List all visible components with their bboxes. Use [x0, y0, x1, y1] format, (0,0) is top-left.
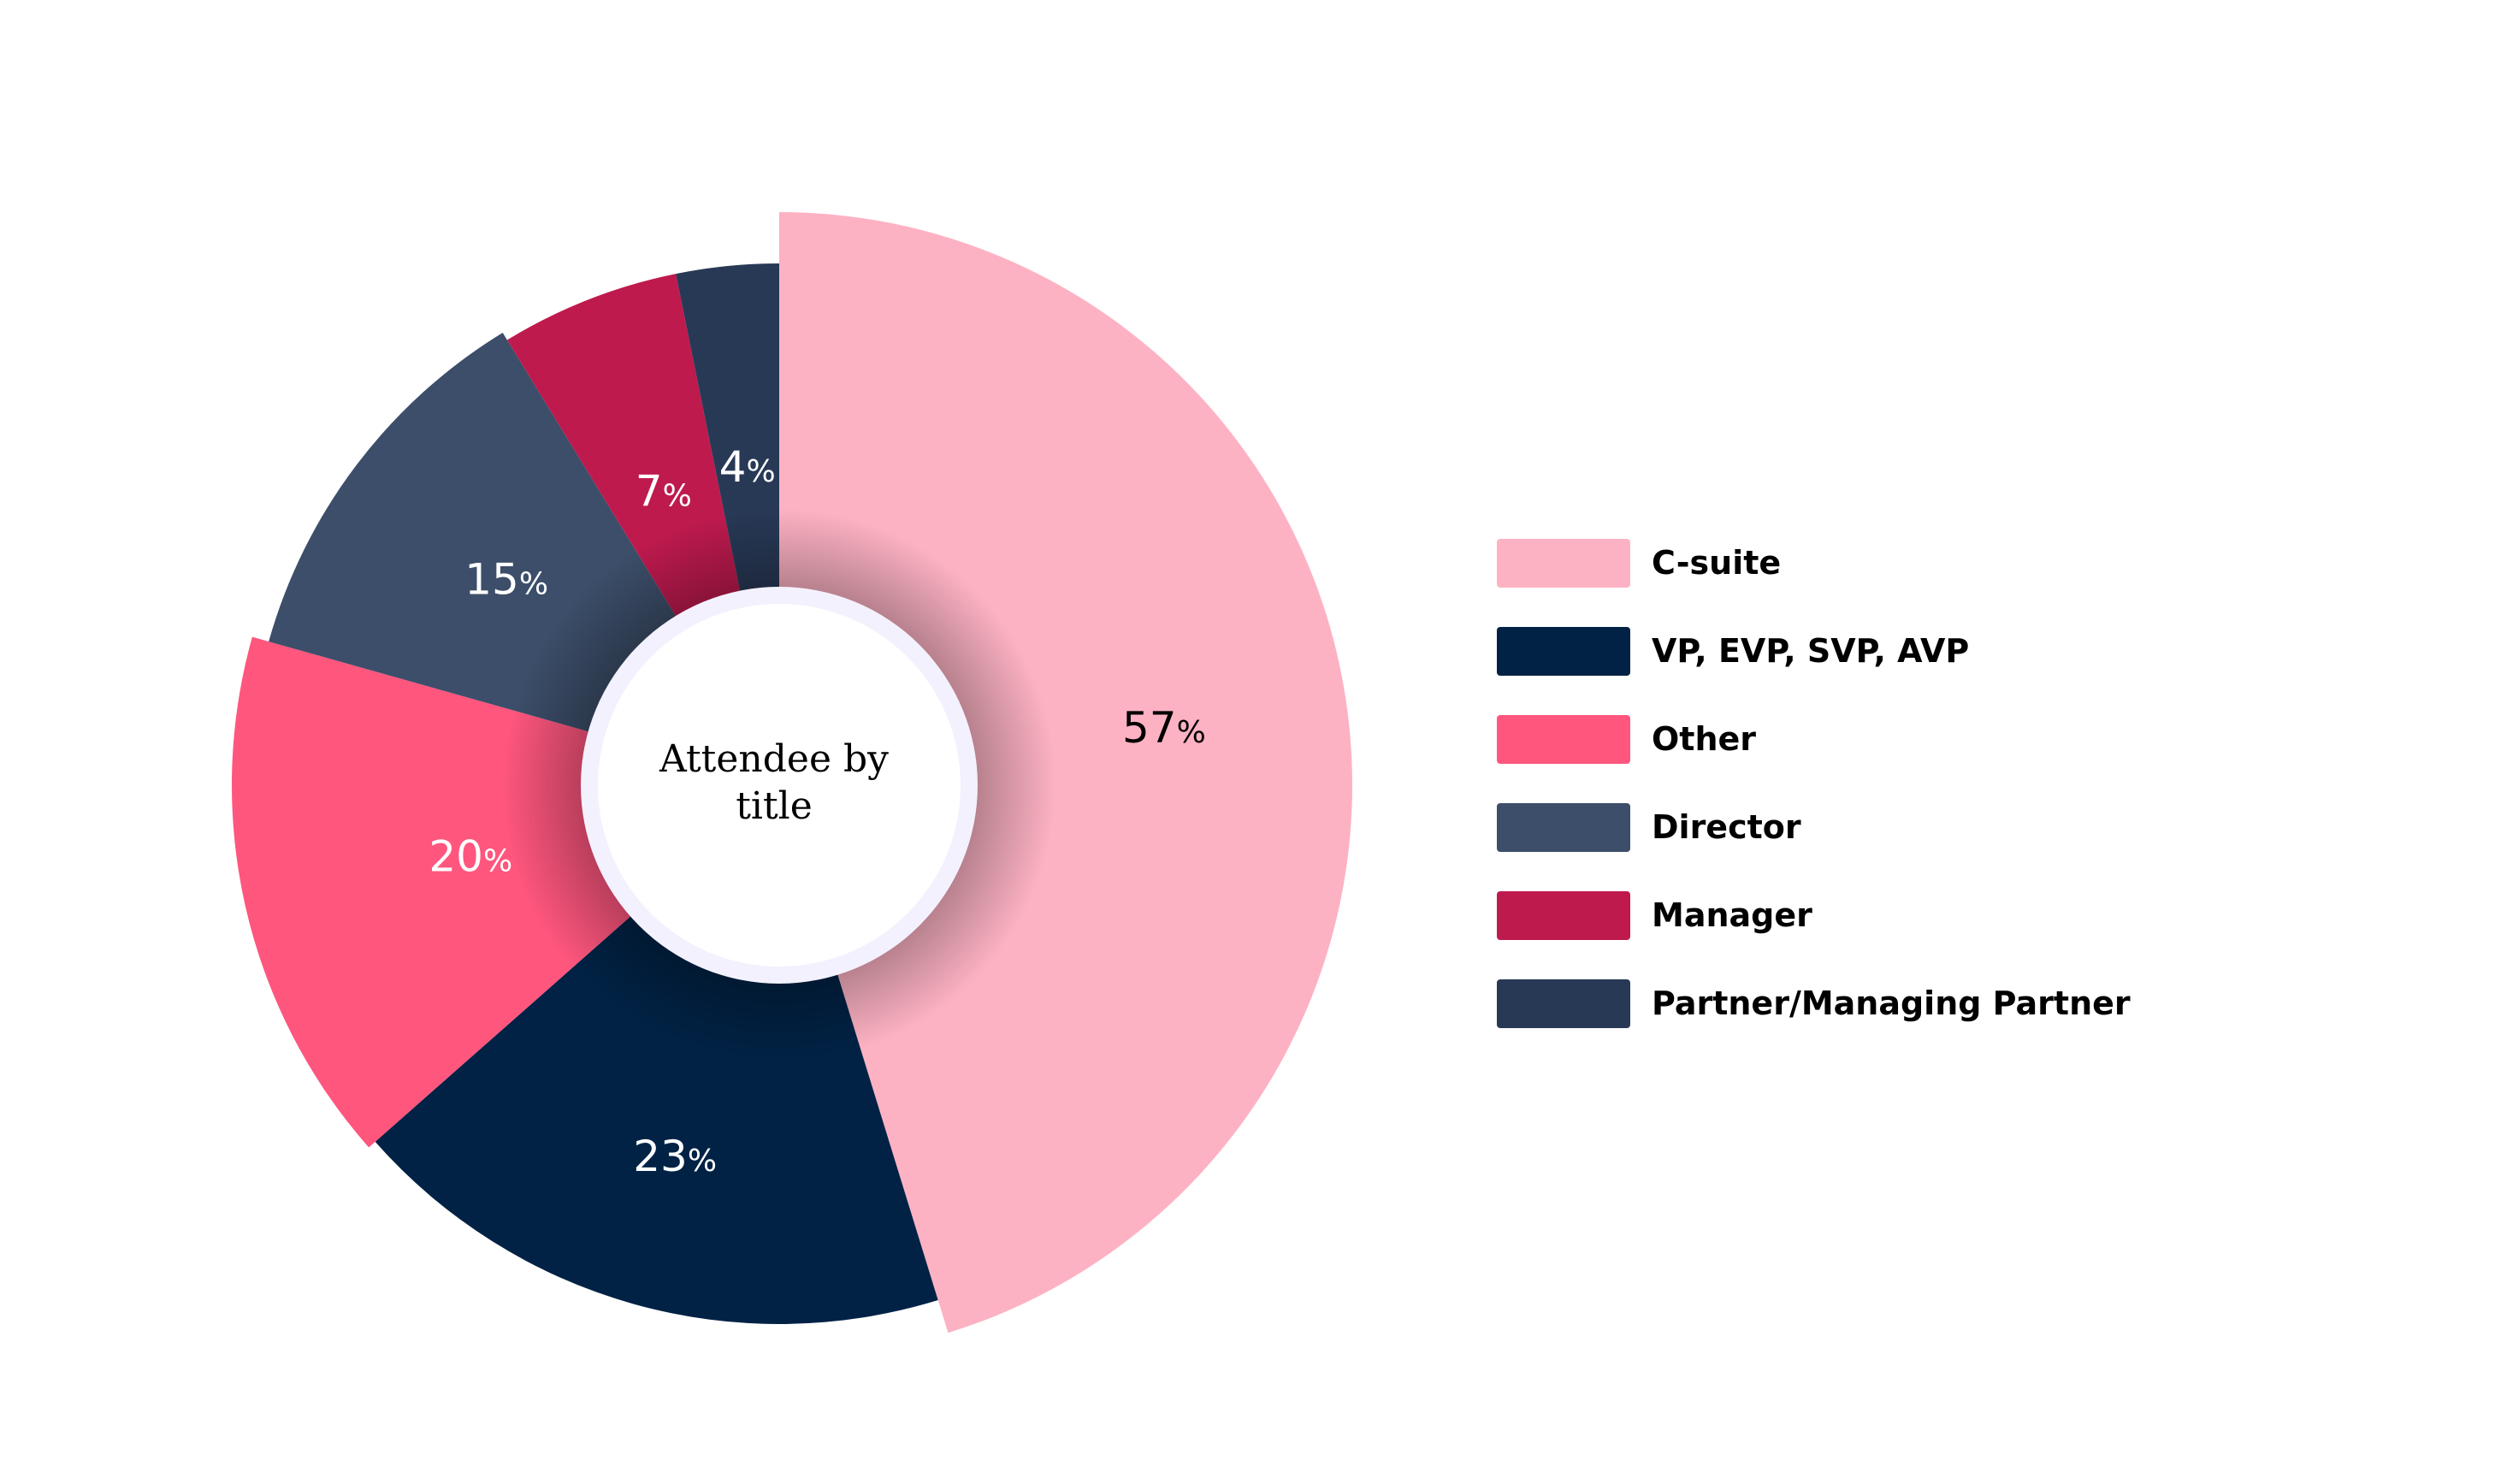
labels-group: 57% 23% 20% 15% 7% 4%: [429, 442, 1205, 1181]
legend-swatch: [1497, 626, 1630, 676]
legend: C-suite VP, EVP, SVP, AVP Other Director…: [1497, 537, 2131, 1066]
legend-item-c-suite: C-suite: [1497, 537, 2131, 588]
center-label-line2: title: [736, 784, 813, 828]
slice-value-label: 20%: [429, 831, 512, 881]
legend-label: Manager: [1652, 896, 1812, 934]
legend-item-partner: Partner/Managing Partner: [1497, 978, 2131, 1029]
legend-swatch: [1497, 978, 1630, 1028]
legend-item-vp: VP, EVP, SVP, AVP: [1497, 625, 2131, 677]
legend-label: Other: [1652, 720, 1757, 758]
slice-value-label: 4%: [719, 442, 776, 492]
legend-label: Partner/Managing Partner: [1652, 984, 2131, 1022]
center-circle: [598, 604, 961, 967]
legend-swatch: [1497, 802, 1630, 852]
legend-label: C-suite: [1652, 544, 1782, 582]
slice-value-label: 15%: [464, 554, 548, 604]
legend-swatch: [1497, 538, 1630, 588]
legend-item-director: Director: [1497, 801, 2131, 853]
slice-value-label: 57%: [1122, 703, 1206, 753]
legend-label: Director: [1652, 808, 1801, 846]
legend-swatch: [1497, 714, 1630, 764]
legend-item-manager: Manager: [1497, 890, 2131, 941]
legend-item-other: Other: [1497, 713, 2131, 765]
slice-value-label: 23%: [633, 1132, 717, 1181]
slice-value-label: 7%: [636, 467, 692, 517]
center-label-line1: Attendee by: [659, 737, 889, 781]
legend-swatch: [1497, 890, 1630, 940]
legend-label: VP, EVP, SVP, AVP: [1652, 632, 1970, 670]
